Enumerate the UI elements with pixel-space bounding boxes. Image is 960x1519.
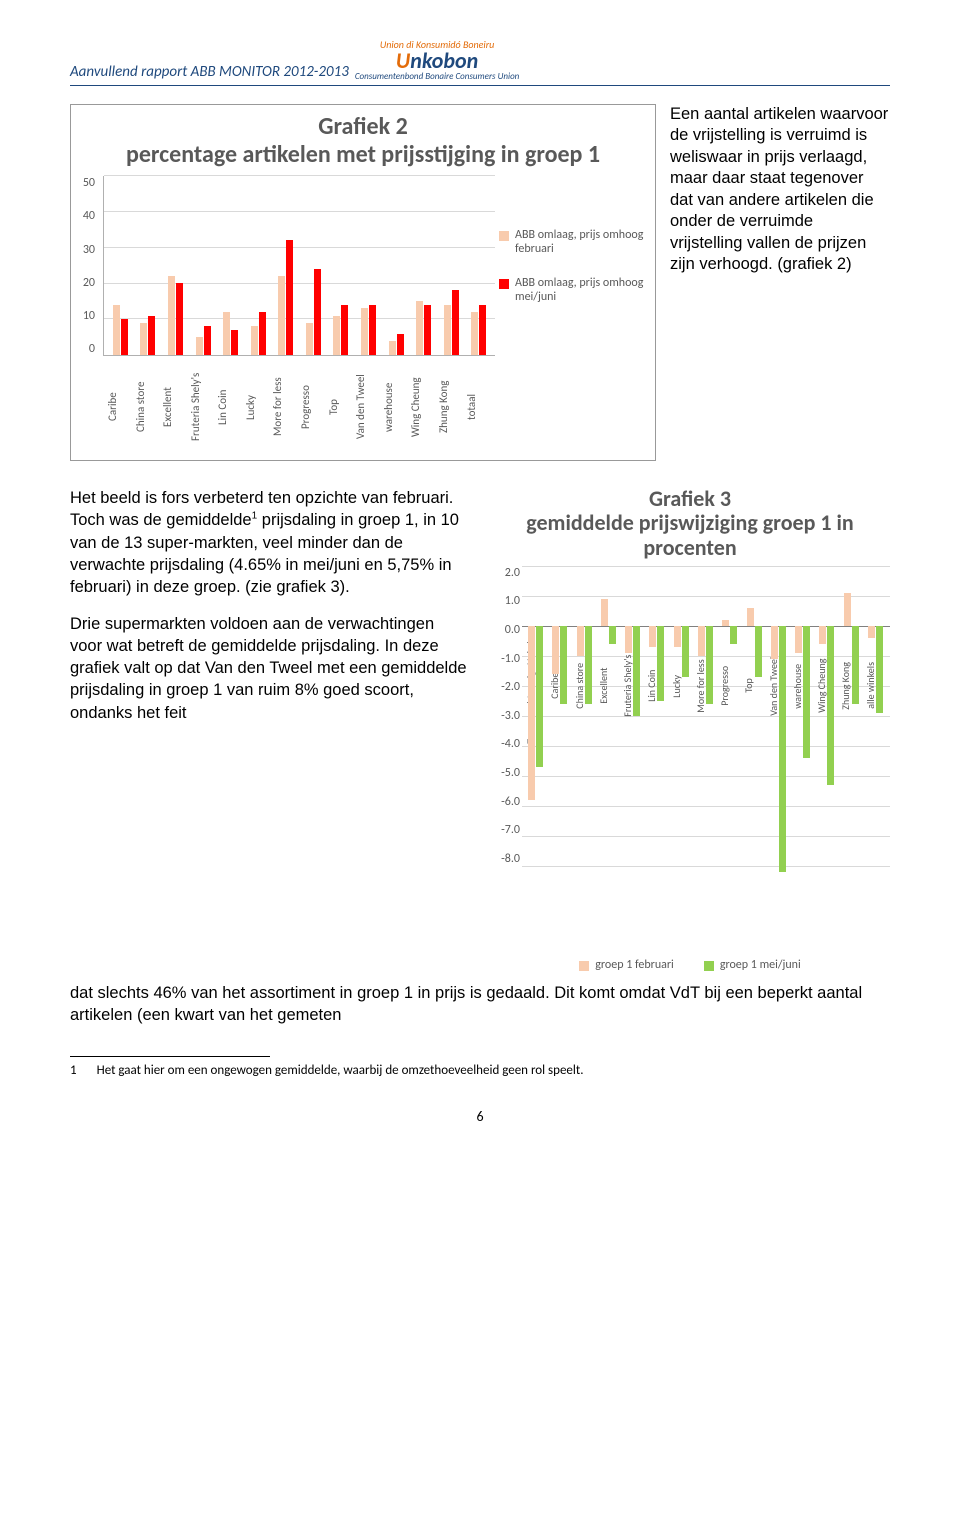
page-number: 6 <box>70 1108 890 1125</box>
logo-tagline-bottom: Consumentenbond Bonaire Consumers Union <box>355 72 520 81</box>
footnote-text: Het gaat hier om een ongewogen gemiddeld… <box>97 1063 584 1078</box>
chart-2-title: Grafiek 2percentage artikelen met prijss… <box>77 113 649 168</box>
body-para-1: Het beeld is fors verbeterd ten opzichte… <box>70 487 470 598</box>
chart-2: Grafiek 2percentage artikelen met prijss… <box>70 104 656 461</box>
body-para-2: Drie supermarkten voldoen aan de verwach… <box>70 613 470 724</box>
footnote: 1 Het gaat hier om een ongewogen gemidde… <box>70 1063 890 1078</box>
side-paragraph: Een aantal artikelen waarvoor de vrijste… <box>670 104 890 461</box>
chart-2-plot <box>103 176 495 356</box>
page-header: Aanvullend rapport ABB MONITOR 2012-2013… <box>70 40 890 81</box>
chart-2-xlabels: CaribeChina storeExcellentFruteria Shely… <box>103 362 495 452</box>
logo: Union di Konsumidó Boneiru Unkobon Consu… <box>355 40 520 81</box>
chart-3-title: Grafiek 3gemiddelde prijswijziging groep… <box>490 487 890 560</box>
continuation-text: dat slechts 46% van het assortiment in g… <box>70 982 890 1027</box>
header-rule <box>70 85 890 86</box>
chart-2-yaxis: 01020304050 <box>77 176 99 356</box>
body-text-column: Het beeld is fors verbeterd ten opzichte… <box>70 487 470 738</box>
chart-3-legend: groep 1 februarigroep 1 mei/juni <box>490 958 890 972</box>
logo-main: Unkobon <box>355 50 520 72</box>
chart-3-yaxis: 2.01.00.0-1.0-2.0-3.0-4.0-5.0-6.0-7.0-8.… <box>490 566 520 866</box>
footnote-separator <box>70 1056 270 1057</box>
chart-3: Grafiek 3gemiddelde prijswijziging groep… <box>490 487 890 972</box>
footnote-marker: 1 <box>70 1063 77 1078</box>
chart-2-legend: ABB omlaag, prijs omhoog februariABB oml… <box>499 176 649 356</box>
chart-3-plot: Te verwachten vlgs UnkobonCaribeChina st… <box>522 566 890 866</box>
doc-title: Aanvullend rapport ABB MONITOR 2012-2013 <box>70 63 349 81</box>
